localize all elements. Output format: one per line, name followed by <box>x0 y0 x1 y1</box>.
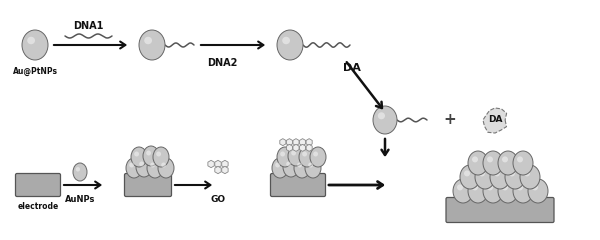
Ellipse shape <box>483 179 503 203</box>
Ellipse shape <box>313 151 318 156</box>
Ellipse shape <box>294 158 310 178</box>
Ellipse shape <box>378 112 385 119</box>
Ellipse shape <box>487 156 493 162</box>
Ellipse shape <box>131 147 147 167</box>
Ellipse shape <box>299 147 315 167</box>
Ellipse shape <box>475 165 495 189</box>
Ellipse shape <box>22 30 48 60</box>
Ellipse shape <box>275 162 280 168</box>
Text: DA: DA <box>488 115 502 125</box>
Ellipse shape <box>494 170 500 176</box>
Text: DNA1: DNA1 <box>73 21 103 31</box>
Ellipse shape <box>147 158 163 178</box>
Ellipse shape <box>27 37 35 44</box>
Ellipse shape <box>156 151 161 156</box>
Ellipse shape <box>277 147 293 167</box>
Text: AuNPs: AuNPs <box>65 195 95 204</box>
Polygon shape <box>483 108 506 133</box>
Ellipse shape <box>472 156 478 162</box>
Ellipse shape <box>460 165 480 189</box>
Ellipse shape <box>513 151 533 175</box>
Ellipse shape <box>297 162 302 168</box>
Ellipse shape <box>143 146 159 166</box>
Ellipse shape <box>277 30 303 60</box>
Ellipse shape <box>283 157 299 177</box>
Ellipse shape <box>272 158 288 178</box>
Ellipse shape <box>139 30 165 60</box>
Ellipse shape <box>139 162 144 167</box>
Ellipse shape <box>505 165 525 189</box>
Ellipse shape <box>513 179 533 203</box>
Ellipse shape <box>464 170 470 176</box>
Ellipse shape <box>483 151 503 175</box>
Ellipse shape <box>502 184 508 190</box>
FancyBboxPatch shape <box>16 174 61 197</box>
Ellipse shape <box>158 158 174 178</box>
Ellipse shape <box>280 151 285 156</box>
Text: DNA2: DNA2 <box>207 58 237 68</box>
Ellipse shape <box>520 165 540 189</box>
Ellipse shape <box>161 162 166 168</box>
Ellipse shape <box>490 165 510 189</box>
Text: +: + <box>443 113 457 127</box>
Ellipse shape <box>150 162 155 168</box>
Ellipse shape <box>468 151 488 175</box>
Ellipse shape <box>134 151 139 156</box>
Ellipse shape <box>453 179 473 203</box>
Ellipse shape <box>73 163 87 181</box>
FancyBboxPatch shape <box>446 198 554 222</box>
Ellipse shape <box>479 170 485 176</box>
Ellipse shape <box>305 158 321 178</box>
Ellipse shape <box>517 156 523 162</box>
Ellipse shape <box>457 184 463 190</box>
Ellipse shape <box>129 162 134 168</box>
Ellipse shape <box>153 147 169 167</box>
Ellipse shape <box>282 37 290 44</box>
Ellipse shape <box>286 162 291 167</box>
FancyBboxPatch shape <box>125 174 172 197</box>
Ellipse shape <box>76 167 80 172</box>
Ellipse shape <box>373 106 397 134</box>
Ellipse shape <box>498 151 518 175</box>
FancyBboxPatch shape <box>271 174 325 197</box>
Ellipse shape <box>532 184 538 190</box>
Ellipse shape <box>502 156 508 162</box>
Ellipse shape <box>468 179 488 203</box>
Ellipse shape <box>524 170 530 176</box>
Ellipse shape <box>528 179 548 203</box>
Ellipse shape <box>310 147 326 167</box>
Ellipse shape <box>302 151 307 156</box>
Text: GO: GO <box>211 195 226 204</box>
Ellipse shape <box>126 158 142 178</box>
Ellipse shape <box>291 150 296 156</box>
Ellipse shape <box>509 170 515 176</box>
Text: electrode: electrode <box>17 202 59 211</box>
Ellipse shape <box>472 184 478 190</box>
Ellipse shape <box>146 150 151 156</box>
Ellipse shape <box>517 184 523 190</box>
Ellipse shape <box>498 179 518 203</box>
Ellipse shape <box>136 157 152 177</box>
Ellipse shape <box>487 184 493 190</box>
Ellipse shape <box>308 162 313 168</box>
Text: Au@PtNPs: Au@PtNPs <box>13 67 58 76</box>
Ellipse shape <box>288 146 304 166</box>
Ellipse shape <box>144 37 152 44</box>
Text: DA: DA <box>343 63 361 73</box>
